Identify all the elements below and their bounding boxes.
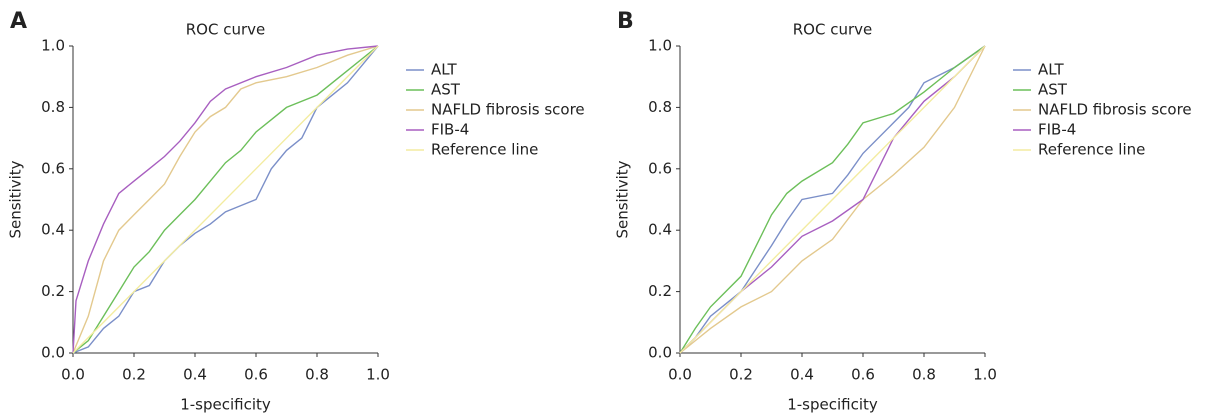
roc-curve: [72, 45, 379, 354]
x-tick-label: 0.8: [305, 366, 329, 384]
x-tick-label: 0.4: [183, 366, 207, 384]
legend-label: ALT: [1038, 61, 1065, 79]
y-tick-label: 0.2: [648, 282, 672, 300]
y-tick-label: 0.2: [41, 282, 65, 300]
x-tick-label: 0.0: [61, 366, 85, 384]
legend-label: NAFLD fibrosis score: [1038, 101, 1192, 119]
legend-label: AST: [431, 81, 461, 99]
y-tick-label: 0.4: [648, 221, 672, 239]
roc-curve: [679, 45, 986, 354]
panel-label: B: [617, 9, 634, 34]
x-tick-label: 0.2: [122, 366, 146, 384]
chart-title: ROC curve: [793, 21, 873, 39]
x-tick-label: 0.6: [244, 366, 268, 384]
y-tick-label: 0.0: [648, 344, 672, 362]
legend-label: AST: [1038, 81, 1068, 99]
y-axis-label: Sensitivity: [7, 160, 25, 238]
x-axis-label: 1-specificity: [180, 396, 271, 414]
legend-label: ALT: [431, 61, 458, 79]
roc-curve: [679, 45, 986, 354]
x-tick-label: 0.8: [912, 366, 936, 384]
x-tick-label: 0.4: [790, 366, 814, 384]
roc-curve: [72, 45, 379, 354]
y-tick-label: 1.0: [41, 37, 65, 55]
x-tick-label: 0.6: [851, 366, 875, 384]
x-tick-label: 1.0: [973, 366, 997, 384]
y-tick-label: 0.6: [648, 159, 672, 177]
y-tick-label: 1.0: [648, 37, 672, 55]
y-tick-label: 0.4: [41, 221, 65, 239]
chart-title: ROC curve: [186, 21, 266, 39]
roc-curve: [679, 45, 986, 354]
legend-label: Reference line: [1038, 141, 1145, 159]
x-tick-label: 0.2: [729, 366, 753, 384]
legend-label: FIB-4: [431, 121, 469, 139]
x-tick-label: 0.0: [668, 366, 692, 384]
roc-curve: [72, 45, 379, 354]
y-tick-label: 0.6: [41, 159, 65, 177]
x-tick-label: 1.0: [366, 366, 390, 384]
y-tick-label: 0.8: [648, 98, 672, 116]
x-axis-label: 1-specificity: [787, 396, 878, 414]
roc-curve: [72, 45, 379, 354]
y-tick-label: 0.8: [41, 98, 65, 116]
y-tick-label: 0.0: [41, 344, 65, 362]
y-axis-label: Sensitivity: [614, 160, 632, 238]
legend-label: FIB-4: [1038, 121, 1076, 139]
legend-label: NAFLD fibrosis score: [431, 101, 585, 119]
legend-label: Reference line: [431, 141, 538, 159]
roc-curve: [72, 45, 379, 354]
panel-label: A: [10, 9, 27, 34]
roc-curve: [679, 45, 986, 354]
